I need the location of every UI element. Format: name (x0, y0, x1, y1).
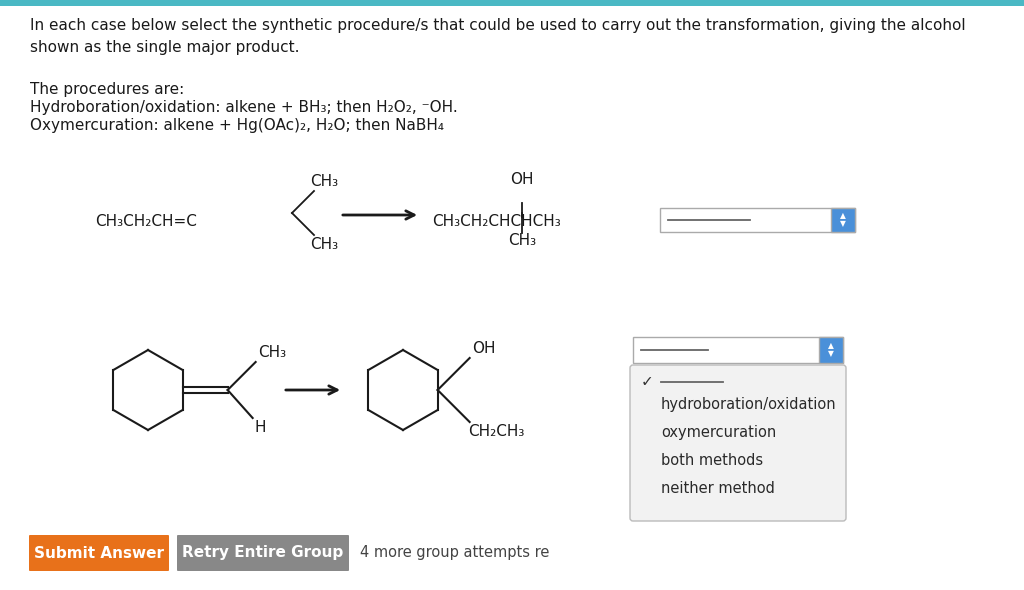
Text: Hydroboration/oxidation: alkene + BH₃; then H₂O₂, ⁻OH.: Hydroboration/oxidation: alkene + BH₃; t… (30, 100, 458, 115)
Text: CH₃: CH₃ (258, 345, 286, 360)
Text: OH: OH (510, 172, 534, 187)
Text: ▲: ▲ (840, 211, 846, 221)
Bar (633, 337, 843, 363)
Text: CH₃CH₂CH=C: CH₃CH₂CH=C (95, 214, 197, 228)
Text: hydroboration/oxidation: hydroboration/oxidation (662, 397, 837, 412)
Text: In each case below select the synthetic procedure/s that could be used to carry : In each case below select the synthetic … (30, 18, 966, 55)
Text: The procedures are:: The procedures are: (30, 82, 184, 97)
Text: neither method: neither method (662, 481, 775, 496)
Text: 4 more group attempts re: 4 more group attempts re (360, 546, 549, 560)
Text: Oxymercuration: alkene + Hg(OAc)₂, H₂O; then NaBH₄: Oxymercuration: alkene + Hg(OAc)₂, H₂O; … (30, 118, 444, 133)
FancyBboxPatch shape (29, 535, 169, 571)
FancyBboxPatch shape (630, 365, 846, 521)
Bar (660, 208, 855, 232)
Text: Retry Entire Group: Retry Entire Group (182, 546, 344, 560)
Bar (831, 208, 855, 232)
Text: CH₃CH₂CHCHCH₃: CH₃CH₂CHCHCH₃ (432, 214, 561, 228)
Text: CH₃: CH₃ (310, 174, 338, 189)
Text: H: H (255, 420, 266, 435)
Text: CH₂CH₃: CH₂CH₃ (468, 424, 524, 439)
Text: ▼: ▼ (828, 349, 834, 359)
Bar (0, 0, 1024, 6)
FancyBboxPatch shape (177, 535, 349, 571)
Text: CH₃: CH₃ (310, 237, 338, 252)
Text: ▼: ▼ (840, 219, 846, 228)
Text: OH: OH (472, 341, 496, 356)
Text: CH₃: CH₃ (508, 233, 536, 248)
Bar (819, 337, 843, 363)
Text: both methods: both methods (662, 453, 763, 468)
Text: Submit Answer: Submit Answer (34, 546, 164, 560)
Text: ▲: ▲ (828, 342, 834, 350)
Text: ✓: ✓ (641, 375, 653, 389)
Text: oxymercuration: oxymercuration (662, 425, 776, 440)
